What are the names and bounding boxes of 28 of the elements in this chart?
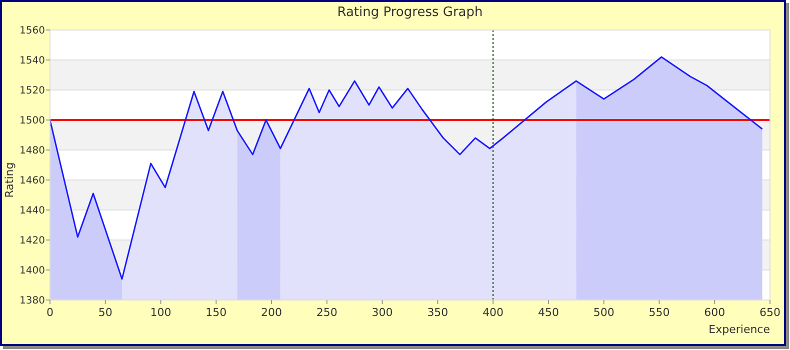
x-tick-label: 250 xyxy=(316,306,338,319)
y-tick-label: 1380 xyxy=(20,296,45,306)
x-tick-label: 200 xyxy=(261,306,282,319)
y-axis-title: Rating xyxy=(3,162,16,198)
x-tick-label: 100 xyxy=(150,306,172,319)
x-tick-label: 450 xyxy=(538,306,559,319)
x-tick-label: 650 xyxy=(760,306,780,319)
y-tick-label: 1480 xyxy=(20,146,45,156)
x-tick-label: 0 xyxy=(46,306,54,319)
x-tick-label: 300 xyxy=(372,306,393,319)
x-tick-label: 600 xyxy=(704,306,726,319)
y-tick-label: 1440 xyxy=(20,206,45,216)
x-tick-label: 150 xyxy=(206,306,227,319)
y-tick-label: 1500 xyxy=(20,116,45,126)
x-tick-label: 400 xyxy=(482,306,504,319)
y-tick-label: 1520 xyxy=(20,86,45,96)
x-tick-label: 350 xyxy=(427,306,448,319)
chart-title: Rating Progress Graph xyxy=(337,5,483,20)
x-tick-label: 550 xyxy=(648,306,670,319)
y-tick-label: 1540 xyxy=(20,56,45,66)
x-tick-label: 500 xyxy=(593,306,614,319)
y-tick-label: 1560 xyxy=(20,26,45,36)
line-series xyxy=(49,56,763,280)
y-tick-label: 1400 xyxy=(20,266,45,276)
x-tick-label: 50 xyxy=(98,306,112,319)
y-tick-label: 1460 xyxy=(20,176,45,186)
x-axis-title: Experience xyxy=(708,323,770,336)
y-tick-label: 1420 xyxy=(20,236,45,246)
